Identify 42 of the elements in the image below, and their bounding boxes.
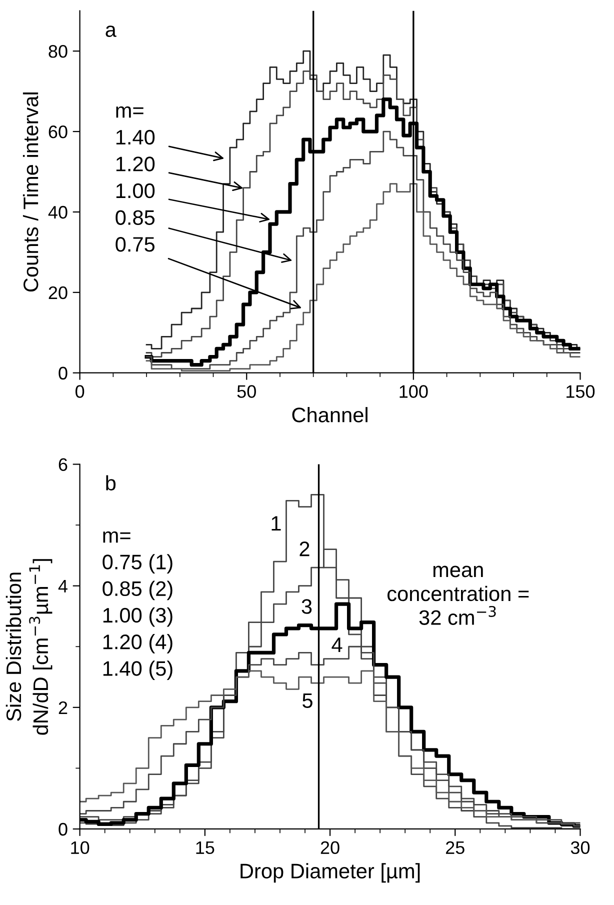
annotation: m=	[116, 106, 144, 118]
y-tick-label: 0	[58, 822, 68, 836]
annotation: 1.00	[116, 183, 155, 198]
x-tick-label: 0	[76, 385, 84, 398]
x-tick-label: 25	[446, 841, 464, 854]
annotation: 1.20	[116, 156, 155, 172]
y-tick-label: 80	[48, 45, 68, 58]
annotation: m=	[103, 531, 130, 543]
annotation: 1.40 (5)	[103, 660, 172, 680]
x-tick-label: 50	[237, 385, 256, 398]
annotation: 0.85 (2)	[102, 580, 172, 600]
y-tick-label: 0	[58, 366, 68, 380]
x-tick-label: 20	[320, 841, 340, 854]
y-tick-label: 60	[48, 125, 68, 138]
annotation: 0.75 (1)	[102, 554, 172, 574]
x-axis-title: Drop Diameter [µm]	[240, 863, 420, 883]
annotation: 5	[302, 693, 312, 708]
y-tick-label: 6	[58, 458, 68, 471]
y-tick-label: 2	[58, 701, 68, 714]
y-tick-label: 4	[58, 580, 68, 592]
annotation: mean concentration = 32 cm$^{−3}$	[388, 566, 529, 625]
annotation: 4	[332, 638, 342, 652]
annotation: 3	[302, 599, 312, 614]
y-tick-label: 20	[48, 286, 68, 300]
annotation: 0.85	[116, 210, 155, 225]
x-axis-title: Channel	[292, 407, 368, 422]
x-tick-label: 15	[196, 841, 214, 854]
x-tick-label: 100	[400, 385, 428, 398]
x-tick-label: 10	[71, 841, 90, 854]
annotation: 0.75	[116, 237, 155, 252]
annotation: 1.00 (3)	[103, 607, 172, 627]
annotation: 2	[300, 542, 310, 556]
chart-title: a	[106, 26, 116, 38]
annotation: 1.40	[116, 130, 155, 145]
annotation: 1	[272, 516, 281, 531]
y-axis-title: Size Distribution dN/dD [cm$^{−3}$µm$^{−1}$]	[6, 559, 52, 735]
y-tick-label: 40	[48, 206, 68, 219]
chart-title: b	[106, 475, 116, 491]
x-tick-label: 30	[570, 841, 590, 854]
y-axis-title: Counts / Time interval	[22, 92, 38, 292]
x-tick-label: 150	[566, 385, 595, 398]
annotation: 1.20 (4)	[103, 634, 172, 654]
